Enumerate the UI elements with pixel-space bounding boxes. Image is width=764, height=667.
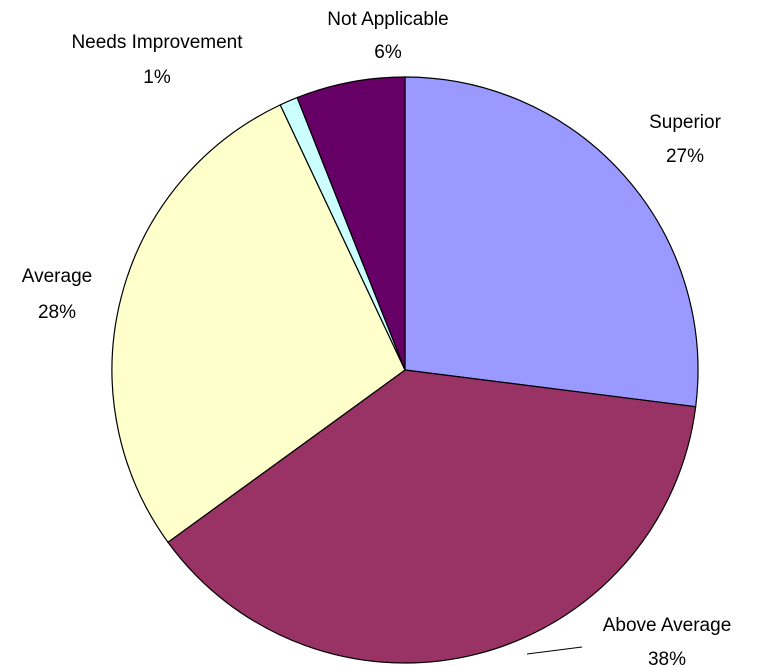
pie-slice-average	[111, 104, 406, 544]
slice-name-label-superior: Superior	[649, 112, 721, 133]
slice-percent-label-superior: 27%	[666, 146, 704, 167]
pie-slice-not-applicable	[296, 76, 406, 371]
slice-percent-label-not-applicable: 6%	[374, 42, 402, 63]
slice-name-label-average: Average	[22, 266, 92, 287]
slice-percent-label-average: 28%	[38, 302, 76, 323]
slice-percent-label-above-average: 38%	[648, 649, 686, 667]
labels-layer: Superior 27% Above Average 38% Average 28% Nee…	[22, 9, 731, 667]
slice-name-label-above-average: Above Average	[603, 615, 732, 636]
pie-slice-superior	[404, 76, 699, 408]
slice-percent-label-needs-improvement: 1%	[143, 67, 171, 88]
leader-line-above-average	[526, 646, 583, 655]
slice-name-label-not-applicable: Not Applicable	[327, 9, 448, 30]
slice-name-label-needs-improvement: Needs Improvement	[71, 32, 243, 53]
leader-lines-layer	[526, 646, 583, 655]
pie-slice-above-average	[167, 369, 697, 664]
slices-layer	[111, 76, 699, 664]
